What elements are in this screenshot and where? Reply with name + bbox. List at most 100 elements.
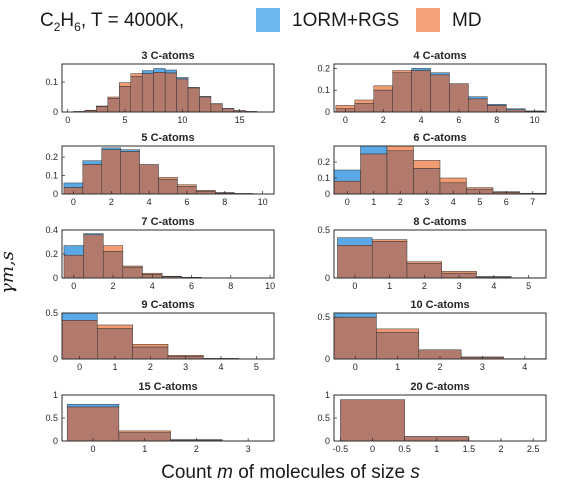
x-tick-label: 1: [395, 362, 400, 372]
panel-border: [333, 63, 547, 113]
panel-7: 9 C-atoms 0 1 2 3 4 5 0 0.5: [45, 299, 275, 372]
bar-overlap: [158, 178, 178, 195]
x-tick-label: 1: [112, 362, 117, 372]
bar-top: [177, 184, 197, 187]
x-tick-label: 1: [142, 444, 147, 454]
x-tick-label: 2: [148, 362, 153, 372]
x-tick-label: 3: [183, 362, 188, 372]
x-tick-label: 3: [424, 197, 429, 207]
header-title: C2H6, T = 4000K,: [40, 10, 185, 34]
panel-title: 10 C-atoms: [410, 299, 469, 311]
x-tick-label: 10: [530, 115, 540, 125]
panel-8: 10 C-atoms 0 1 2 3 4 0 0.5: [317, 299, 547, 372]
bar-top: [468, 96, 488, 100]
y-tick-label: 0: [325, 436, 330, 446]
bar-overlap: [141, 73, 154, 113]
y-tick-label: 0.5: [317, 413, 330, 423]
legend-label-rgs: 1ORM+RGS: [292, 10, 400, 31]
y-axis-label: γm,s: [0, 251, 18, 294]
x-tick-label: 15: [235, 115, 245, 125]
panel-border: [61, 63, 275, 113]
bar-overlap: [61, 320, 98, 360]
x-tick-label: 3: [246, 444, 251, 454]
x-tick-label: 8: [494, 115, 499, 125]
bar-overlap: [430, 74, 450, 113]
y-tick-label: 0: [53, 107, 58, 117]
x-tick-label: 4: [218, 362, 223, 372]
panel-3: 5 C-atoms 0 2 4 6 8 10 0 0.1 0.2: [45, 132, 275, 207]
x-tick-label: 0: [343, 115, 348, 125]
y-tick-label: 0.2: [317, 157, 330, 167]
x-tick-label: 10: [265, 281, 275, 291]
bar-top: [63, 245, 84, 256]
bar-overlap: [97, 328, 133, 360]
x-tick-label: 8: [222, 197, 227, 207]
x-tick-label: 4: [150, 281, 155, 291]
bar-top: [439, 177, 467, 184]
x-tick-label: 0: [77, 362, 82, 372]
panel-title: 8 C-atoms: [413, 216, 466, 228]
panel-title: 4 C-atoms: [413, 50, 466, 62]
bar-top: [371, 239, 408, 242]
bar-overlap: [337, 245, 373, 279]
bar-top: [132, 344, 169, 348]
panel-border: [61, 312, 275, 360]
panel-title: 6 C-atoms: [413, 132, 466, 144]
bar-overlap: [120, 151, 140, 195]
legend-swatch-rgs: [256, 8, 280, 32]
x-tick-label: 10: [258, 197, 268, 207]
legend-swatch-md: [416, 8, 440, 32]
bar-overlap: [107, 98, 120, 113]
y-tick-label: 0.5: [317, 312, 330, 322]
bar-overlap: [101, 149, 121, 195]
y-tick-label: 0: [325, 354, 330, 364]
x-tick-label: 4: [522, 362, 527, 372]
y-tick-label: 0.5: [317, 225, 330, 235]
bar-overlap: [449, 83, 469, 113]
bar-overlap: [376, 331, 420, 360]
bar-top: [119, 82, 132, 87]
x-tick-label: 1.5: [463, 444, 476, 454]
y-tick-label: 1: [325, 390, 330, 400]
x-tick-label: 0: [71, 281, 76, 291]
bar-top: [386, 145, 414, 152]
bar-overlap: [119, 86, 132, 113]
bar-overlap: [83, 234, 104, 279]
panel-title: 5 C-atoms: [141, 132, 194, 144]
x-tick-label: 2: [499, 444, 504, 454]
x-tick-label: 2: [194, 444, 199, 454]
x-tick-label: 0: [353, 362, 358, 372]
bar-overlap: [360, 153, 388, 195]
x-tick-label: 5: [254, 362, 259, 372]
y-tick-label: 0: [53, 436, 58, 446]
bar-top: [392, 70, 412, 73]
x-tick-label: 1: [434, 444, 439, 454]
x-tick-label: 0: [91, 444, 96, 454]
y-tick-label: 0: [325, 273, 330, 283]
bar-top: [101, 147, 121, 150]
bar-overlap: [199, 96, 212, 113]
bar-top: [337, 237, 373, 246]
y-tick-label: 0.2: [45, 152, 58, 162]
x-tick-label: 1: [387, 281, 392, 291]
bar-top: [118, 430, 171, 433]
x-tick-label: 0: [345, 197, 350, 207]
x-tick-label: -0.5: [333, 444, 349, 454]
bar-top: [441, 271, 477, 274]
x-tick-label: 4: [147, 197, 152, 207]
bar-top: [430, 72, 450, 76]
y-tick-label: 0.5: [45, 308, 58, 318]
bar-overlap: [222, 108, 235, 113]
bar-top: [411, 68, 431, 71]
bar-top: [141, 70, 154, 74]
panel-title: 9 C-atoms: [141, 299, 194, 311]
x-tick-label: 2: [398, 197, 403, 207]
x-tick-label: 3: [457, 281, 462, 291]
bar-top: [335, 105, 356, 109]
panel-title: 3 C-atoms: [141, 50, 194, 62]
legend-label-md: MD: [452, 10, 482, 31]
panel-5: 7 C-atoms 0 2 4 6 8 10 0 0.2 0.4: [45, 216, 275, 291]
x-tick-label: 2: [111, 281, 116, 291]
bar-overlap: [196, 190, 216, 195]
bar-top: [63, 182, 84, 188]
